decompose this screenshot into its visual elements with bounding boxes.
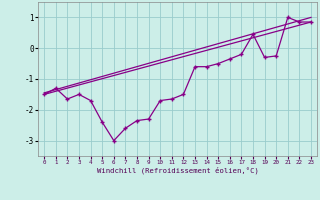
X-axis label: Windchill (Refroidissement éolien,°C): Windchill (Refroidissement éolien,°C) [97, 167, 259, 174]
